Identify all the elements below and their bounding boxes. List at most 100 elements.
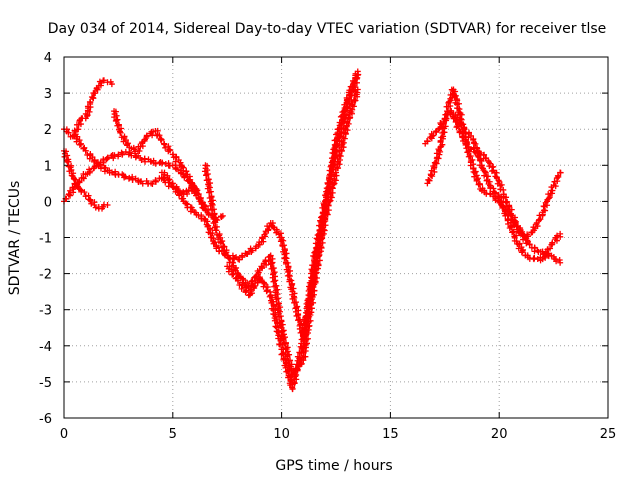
data-point-marker [271,278,278,285]
data-point-marker [285,263,292,270]
data-point-marker [424,138,431,145]
data-point-marker [323,194,330,201]
data-point-marker [76,141,83,148]
data-point-marker [295,312,302,319]
data-point-marker [277,336,284,343]
y-tick-label: 1 [44,159,52,174]
data-point-marker [354,86,361,93]
data-point-marker [272,323,279,330]
data-point-marker [77,141,84,148]
data-point-marker [64,158,71,165]
data-point-marker [452,88,459,95]
data-point-marker [86,108,93,115]
data-point-marker [206,194,213,201]
data-point-marker [322,205,329,212]
data-point-marker [139,143,146,150]
data-point-marker [474,152,481,159]
plot-frame [63,56,609,419]
data-point-marker [456,129,463,136]
data-point-marker [280,237,287,244]
data-point-marker [77,121,84,128]
data-point-marker [218,213,225,220]
data-point-marker [324,202,331,209]
data-point-marker [156,132,163,139]
data-point-marker [268,260,275,267]
data-point-marker [465,153,472,160]
y-tick-label: 3 [44,87,52,102]
data-point-marker [206,189,213,196]
data-point-marker [549,187,556,194]
data-point-marker [161,141,168,148]
data-point-marker [316,235,323,242]
data-point-marker [104,202,111,209]
data-point-marker [508,206,515,213]
data-point-marker [205,211,212,218]
data-point-marker [436,147,443,154]
data-point-marker [96,78,103,85]
data-point-marker [495,177,502,184]
data-point-marker [289,280,296,287]
data-point-marker [183,200,190,207]
data-point-marker [274,319,281,326]
y-tick-label: 4 [44,51,52,66]
data-point-marker [287,267,294,274]
data-point-marker [438,134,445,141]
data-point-marker [344,119,351,126]
data-point-marker [139,180,146,187]
x-tick-label: 10 [273,427,290,442]
data-point-marker [209,230,216,237]
data-point-marker [349,77,356,84]
data-point-marker [468,132,475,139]
data-point-marker [176,191,183,198]
data-point-marker [100,157,107,164]
data-point-marker [472,168,479,175]
data-point-marker [254,279,261,286]
data-point-marker [179,163,186,170]
data-point-marker [554,172,561,179]
data-point-marker [461,126,468,133]
data-point-marker [166,176,173,183]
data-point-marker [341,112,348,119]
data-point-marker [88,200,95,207]
data-point-marker [475,154,482,161]
data-point-marker [229,271,236,278]
data-point-marker [208,207,215,214]
data-point-marker [130,144,137,151]
data-point-marker [295,317,302,324]
data-point-marker [64,152,71,159]
data-point-marker [481,187,488,194]
data-point-marker [150,157,157,164]
data-point-marker [497,198,504,205]
data-point-marker [250,284,257,291]
data-point-marker [514,226,521,233]
data-point-marker [290,285,297,292]
data-point-marker [524,252,531,259]
data-point-marker [272,306,279,313]
data-point-marker [261,231,268,238]
data-point-marker [233,274,240,281]
data-point-marker [349,83,356,90]
data-point-marker [174,187,181,194]
data-point-marker [513,238,520,245]
data-point-marker [234,277,241,284]
data-point-marker [241,284,248,291]
data-point-marker [308,282,315,289]
data-point-marker [492,197,499,204]
data-point-marker [279,321,286,328]
data-point-marker [304,299,311,306]
data-point-marker [198,199,205,206]
data-point-marker [167,147,174,154]
data-point-marker [314,241,321,248]
data-point-marker [431,159,438,166]
data-point-marker [450,115,457,122]
data-point-marker [349,102,356,109]
data-point-marker [553,258,560,265]
data-point-marker [311,258,318,265]
data-point-marker [117,129,124,136]
y-tick-label: 2 [44,123,52,138]
data-point-marker [75,179,82,186]
data-point-marker [457,120,464,127]
data-point-marker [318,223,325,230]
data-point-marker [206,184,213,191]
data-point-marker [285,374,292,381]
